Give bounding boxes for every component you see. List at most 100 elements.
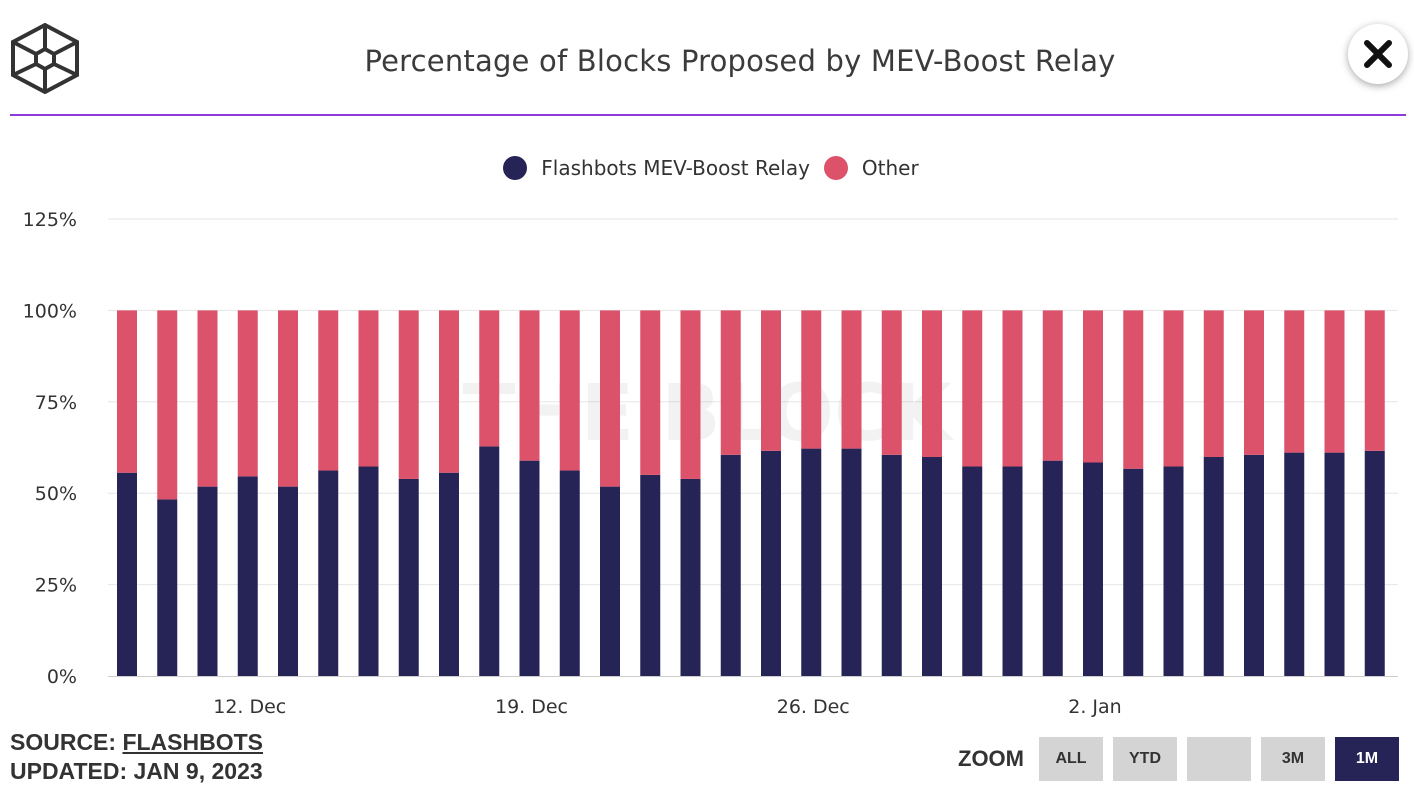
bar-flashbots [398,478,419,676]
bar-flashbots [922,457,942,676]
updated-label: UPDATED: [10,758,128,784]
chart-title: Percentage of Blocks Proposed by MEV-Boo… [364,44,1116,78]
legend-item-other[interactable]: Other [823,156,919,180]
bar-flashbots [358,466,379,676]
bar-other [1364,310,1385,451]
zoom-3m-button[interactable]: 3M [1261,737,1325,781]
zoom-all-button[interactable]: ALL [1039,737,1103,781]
bar-flashbots [318,470,339,676]
bar-other [157,310,178,500]
chart-legend: Flashbots MEV-Boost Relay Other [0,156,1414,180]
bar-other [1324,310,1345,453]
x-tick-label: 26. Dec [777,696,850,718]
bar-flashbots [439,472,459,676]
x-tick-label: 12. Dec [213,696,286,718]
bar-flashbots [278,486,298,676]
close-button[interactable] [1348,24,1408,84]
source-link[interactable]: FLASHBOTS [122,729,264,755]
bar-flashbots [801,448,822,676]
y-tick-label: 25% [35,575,77,597]
legend-item-flashbots[interactable]: Flashbots MEV-Boost Relay [503,156,810,180]
bar-other [1002,310,1023,467]
legend-label-other: Other [861,156,919,180]
stacked-bar-chart: 0% 25% 50% 75% 100% 125% THE BLOCK 12. Dec 19. D… [23,209,1398,718]
bar-flashbots [720,454,741,676]
bar-flashbots [157,499,178,676]
y-tick-label: 0% [47,666,77,688]
bar-other [922,310,942,458]
bar-flashbots [519,460,540,676]
legend-label-flashbots: Flashbots MEV-Boost Relay [541,156,810,180]
bar-flashbots [1123,468,1144,676]
bar-other [801,310,822,449]
bar-flashbots [1324,452,1345,676]
chart-header: Percentage of Blocks Proposed by MEV-Boo… [0,0,1414,116]
bar-flashbots [197,486,218,676]
bar-other [1163,310,1184,467]
bar-other [1123,310,1144,469]
bar-other [841,310,862,449]
bar-other [761,310,781,451]
updated-line: UPDATED: JAN 9, 2023 [10,757,263,786]
y-tick-label: 50% [35,483,77,505]
bar-flashbots [479,446,500,676]
bar-other [600,310,620,487]
bar-flashbots [841,448,862,676]
zoom-1m-button[interactable]: 1M [1335,737,1399,781]
source-line: SOURCE: FLASHBOTS [10,728,263,757]
y-tick-label: 125% [23,209,77,231]
bar-other [881,310,902,455]
legend-marker-flashbots [503,156,528,180]
x-tick-label: 2. Jan [1068,696,1121,718]
bar-other [439,310,459,473]
bar-flashbots [1203,457,1224,676]
bar-other [318,310,339,471]
zoom-label: ZOOM [958,746,1024,771]
bar-other [1042,310,1063,461]
zoom-controls: ZOOM ALL YTD 3M 1M [958,737,1409,781]
bar-other [559,310,580,471]
bar-flashbots [761,450,781,676]
bar-flashbots [962,466,983,676]
updated-date: JAN 9, 2023 [133,758,263,784]
x-tick-label: 19. Dec [495,696,568,718]
y-tick-label: 75% [35,392,77,414]
bar-flashbots [640,474,661,676]
bar-other [278,310,298,487]
bar-other [640,310,661,475]
bar-flashbots [680,478,701,676]
bar-other [197,310,218,487]
bar-other [358,310,379,467]
bar-flashbots [1083,462,1103,676]
bar-flashbots [237,476,258,676]
bar-flashbots [1244,454,1264,676]
bar-flashbots [881,454,902,676]
bar-flashbots [1284,452,1305,676]
bar-flashbots [1042,460,1063,676]
bar-flashbots [1002,466,1023,676]
bar-other [720,310,741,455]
chart-credits: SOURCE: FLASHBOTS UPDATED: JAN 9, 2023 [10,728,263,786]
watermark: THE BLOCK [462,369,954,459]
zoom-ytd-button[interactable]: YTD [1113,737,1177,781]
bar-other [519,310,540,461]
bar-flashbots [1364,450,1385,676]
bar-other [1083,310,1103,463]
bar-other [1284,310,1305,453]
bar-other [1203,310,1224,458]
cube-logo-icon [11,22,79,94]
bar-other [479,310,500,447]
bar-other [680,310,701,479]
source-label: SOURCE: [10,729,117,755]
close-icon [1364,40,1392,68]
zoom-blank-button[interactable] [1187,737,1251,781]
y-tick-label: 100% [23,300,77,322]
bar-flashbots [559,470,580,676]
bar-other [962,310,983,467]
bar-flashbots [600,486,620,676]
bar-flashbots [1163,466,1184,676]
bar-other [117,310,137,473]
bar-other [398,310,419,479]
header-divider [10,114,1406,116]
legend-marker-other [823,156,848,180]
